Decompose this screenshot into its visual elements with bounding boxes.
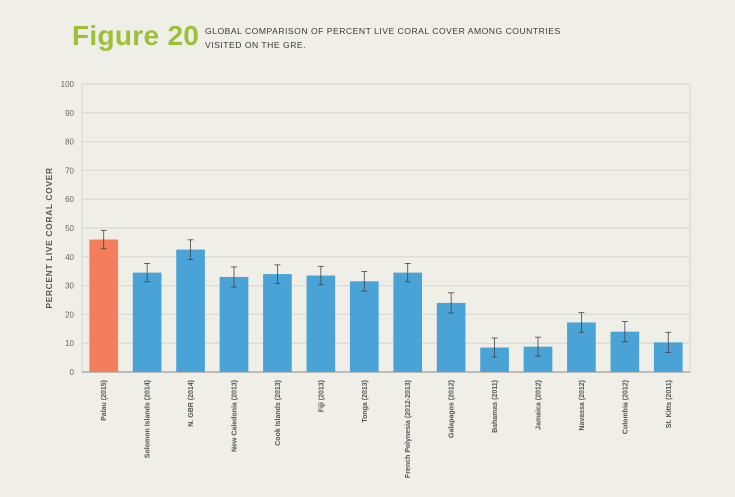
x-tick-label: Galapagos (2012) xyxy=(449,380,456,438)
figure-number: Figure 20 xyxy=(72,20,200,51)
bar xyxy=(219,276,249,372)
bar xyxy=(263,274,292,372)
y-tick-label: 100 xyxy=(61,80,75,89)
y-tick-label: 50 xyxy=(65,224,74,233)
bar xyxy=(436,302,466,372)
y-axis-label: PERCENT LIVE CORAL COVER xyxy=(44,167,54,308)
y-tick-label: 20 xyxy=(65,310,74,319)
gridlines xyxy=(82,83,690,373)
y-tick-label: 90 xyxy=(65,109,74,118)
y-tick-label: 10 xyxy=(65,339,74,348)
x-tick-label: Bahamas (2011) xyxy=(492,380,499,433)
x-tick-label: Colombia (2012) xyxy=(622,380,629,434)
y-axis-tick-labels: 0 10 20 30 40 50 60 70 80 90 100 xyxy=(61,80,75,377)
y-tick-label: 30 xyxy=(65,282,74,291)
bar xyxy=(393,272,423,372)
bar xyxy=(349,281,379,372)
bar xyxy=(306,275,336,372)
y-tick-label: 70 xyxy=(65,166,74,175)
x-tick-label: Solomon Islands (2014) xyxy=(145,380,152,458)
bar xyxy=(176,249,205,372)
bar xyxy=(132,272,162,372)
x-tick-label: Jamaica (2012) xyxy=(536,380,543,430)
x-tick-label: New Caledonia (2013) xyxy=(232,380,239,452)
y-tick-label: 80 xyxy=(65,138,74,147)
y-tick-label: 0 xyxy=(70,368,75,377)
error-bars xyxy=(100,229,672,358)
x-tick-label: French Polynesia (2012-2013) xyxy=(405,380,412,478)
x-tick-label: N. GBR (2014) xyxy=(188,380,195,427)
bar xyxy=(89,239,119,372)
y-tick-label: 60 xyxy=(65,195,74,204)
x-tick-label: St. Kitts (2011) xyxy=(666,380,673,428)
x-tick-label: Cook Islands (2013) xyxy=(275,380,282,446)
x-tick-label: Tonga (2013) xyxy=(362,380,369,423)
figure-caption: GLOBAL COMPARISON OF PERCENT LIVE CORAL … xyxy=(205,26,561,50)
x-axis-tick-labels: Palau (2015) Solomon Islands (2014) N. GBR… xyxy=(101,380,673,478)
bars xyxy=(89,239,683,372)
x-tick-label: Palau (2015) xyxy=(101,380,108,421)
x-tick-label: Fiji (2013) xyxy=(318,380,325,412)
x-tick-label: Navassa (2012) xyxy=(579,380,586,431)
y-tick-label: 40 xyxy=(65,253,74,262)
